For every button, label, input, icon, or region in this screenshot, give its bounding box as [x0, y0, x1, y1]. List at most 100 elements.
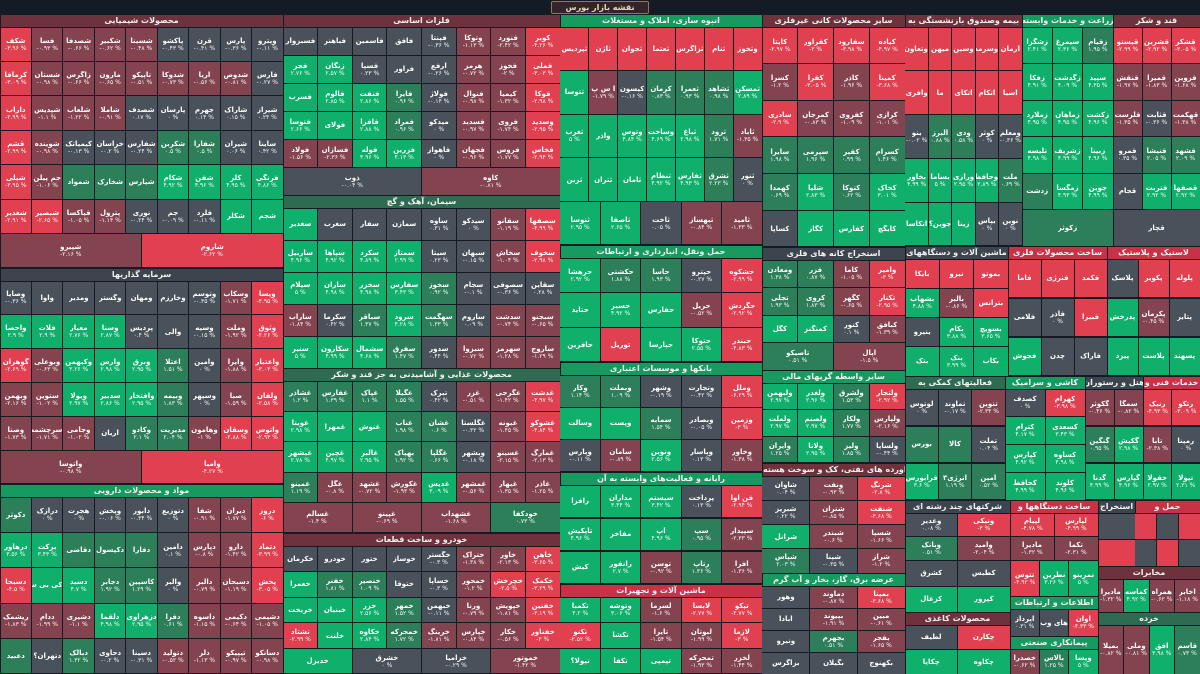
treemap-tile[interactable]: پترول -۱.۱۴ % — [94, 199, 126, 234]
treemap-tile[interactable]: گدنا ۴.۹۹ % — [1085, 463, 1114, 500]
treemap-tile[interactable]: تماوند -۰.۱۷ % — [938, 389, 972, 426]
treemap-tile[interactable]: پخش -۳.۰۵ % — [252, 568, 283, 603]
treemap-tile[interactable]: سدبیر ۲.۸۶ % — [94, 382, 126, 416]
treemap-tile[interactable]: خوساز — [387, 546, 421, 572]
treemap-tile[interactable]: فسا -۰.۹۳ % — [32, 27, 63, 61]
treemap-tile[interactable]: معیار ۲.۷۶ % — [63, 315, 94, 349]
treemap-tile[interactable]: ثنام — [704, 27, 733, 71]
treemap-tile[interactable]: بنیرو — [905, 318, 939, 347]
treemap-tile[interactable]: ثعتما — [647, 27, 675, 71]
treemap-tile[interactable]: کفرآور -۳ % — [798, 27, 833, 64]
treemap-tile[interactable]: وساخت ۴.۶۹ % — [647, 114, 675, 158]
treemap-tile[interactable]: وپاسار ۰.۱۳ % — [681, 440, 722, 472]
treemap-tile[interactable]: دسبد ۴.۷ % — [63, 568, 94, 603]
treemap-tile[interactable]: ثزاگرس — [675, 27, 704, 71]
treemap-tile[interactable]: تکشا — [600, 623, 641, 648]
treemap-tile[interactable]: قشکر -۳.۰۵ % — [1171, 27, 1200, 63]
treemap-tile[interactable]: شبریز ۰.۲۲ % — [762, 500, 810, 524]
treemap-tile[interactable]: خکار -۰.۵۶ % — [491, 623, 525, 648]
treemap-tile[interactable]: فاهواز ۰ % — [422, 139, 456, 167]
treemap-tile[interactable]: غمارگ -۲.۱۳ % — [525, 442, 560, 472]
treemap-tile[interactable]: شپیرو -۲.۱۶ % — [0, 234, 141, 268]
treemap-tile[interactable]: ثتوسا — [560, 71, 589, 114]
treemap-tile[interactable]: نوری -۰.۲۴ % — [126, 199, 157, 234]
treemap-tile[interactable]: چکاوه — [958, 650, 1010, 674]
treemap-tile[interactable]: واحصا ۲.۹ % — [0, 315, 31, 349]
treemap-tile[interactable]: وتجارت -۰.۴۲ % — [681, 375, 722, 407]
treemap-tile[interactable]: ثنوسا ۲.۹۵ % — [560, 201, 600, 245]
treemap-tile[interactable]: شستان -۰.۹۸ % — [32, 61, 63, 96]
treemap-tile[interactable]: وبانک ۰.۵۱ % — [905, 537, 957, 560]
treemap-tile[interactable]: وپسا ۵ % — [1069, 649, 1098, 674]
treemap-tile[interactable]: دفرا ۰.۶۱ % — [157, 603, 189, 639]
treemap-tile[interactable]: شلیا ۲.۸۳ % — [798, 174, 833, 210]
treemap-tile[interactable]: اتکاسا — [905, 202, 928, 246]
treemap-tile[interactable]: سمایه ۱.۵۴ % — [641, 407, 681, 440]
treemap-tile[interactable]: رتکو -۳.۰۹ % — [1172, 389, 1200, 426]
treemap-tile[interactable]: ارفع -۰.۲۶ % — [422, 55, 456, 83]
treemap-tile[interactable]: جوین؟ — [928, 202, 952, 246]
treemap-tile[interactable]: وامیا -۴.۲۷ % — [142, 450, 283, 484]
treemap-tile[interactable]: دیران -۱.۷۷ % — [220, 497, 252, 532]
treemap-tile[interactable]: ساوه ۰.۳۱ % — [422, 208, 456, 240]
treemap-tile[interactable]: سغدیر — [283, 208, 318, 240]
treemap-tile[interactable]: حسیر ۴.۹۲ % — [600, 293, 641, 327]
treemap-tile[interactable]: شخارک — [94, 165, 126, 199]
treemap-tile[interactable]: زشگزا ۲.۴۱ % — [1022, 27, 1052, 63]
treemap-tile[interactable]: تاپکیش ۴.۹۶ % — [560, 518, 600, 551]
treemap-tile[interactable]: تملت ۰.۰۴ % — [972, 426, 1005, 463]
treemap-tile[interactable]: پدرخش — [1107, 298, 1138, 337]
treemap-tile[interactable]: سهرمز -۱.۲۸ % — [491, 336, 525, 368]
treemap-tile[interactable]: غپاک ۱.۱ % — [352, 381, 387, 411]
treemap-tile[interactable]: فکمد — [1074, 259, 1107, 298]
treemap-tile[interactable]: تکمبا ۴.۲ % — [560, 597, 600, 623]
treemap-tile[interactable]: سپ ۰.۹۵ % — [681, 518, 722, 551]
treemap-tile[interactable]: دروز -۶ % — [252, 497, 283, 532]
treemap-tile[interactable]: جهرم ۰.۱۴ % — [189, 96, 220, 130]
treemap-tile[interactable]: دسینا -۰.۳۱ % — [126, 639, 157, 674]
treemap-tile[interactable]: بسویچ ۳.۶۵ % — [974, 318, 1008, 347]
treemap-tile[interactable]: فنرژی — [1041, 259, 1074, 298]
treemap-tile[interactable]: شرنگ -۲.۸ % — [857, 476, 905, 500]
treemap-tile[interactable]: وآوا — [32, 281, 63, 315]
treemap-tile[interactable]: لپیام -۴.۷۸ % — [1010, 513, 1054, 536]
treemap-tile[interactable]: جم پیلن -۱.۰۶ % — [32, 165, 63, 199]
treemap-tile[interactable]: ولملت ۲.۹۷ % — [762, 410, 798, 436]
treemap-tile[interactable]: کپرور — [958, 586, 1010, 612]
treemap-tile[interactable]: فجهان -۰.۹۶ % — [456, 139, 491, 167]
treemap-tile[interactable]: کزغال — [905, 586, 957, 612]
treemap-tile[interactable]: ثعمرا ۰.۹۳ % — [675, 71, 704, 114]
treemap-tile[interactable]: وثوق -۴.۲۶ % — [252, 315, 283, 349]
treemap-tile[interactable]: دحاوی -۰.۲ % — [94, 639, 126, 674]
treemap-tile[interactable]: سصوفی -۰.۳۶ % — [491, 272, 525, 304]
treemap-tile[interactable]: تجلی ۱.۹۳ % — [762, 288, 798, 315]
treemap-tile[interactable]: مفاخر — [600, 518, 641, 551]
treemap-tile[interactable]: والبر ۰ % — [157, 568, 189, 603]
treemap-tile[interactable]: کمنگنز — [798, 315, 833, 342]
treemap-tile[interactable]: ورازی ۲.۹۵ % — [952, 158, 975, 202]
treemap-tile[interactable]: وآذر — [589, 114, 618, 158]
treemap-tile[interactable]: مادیرا -۱.۳۲ % — [1010, 537, 1054, 560]
treemap-tile[interactable]: خلنت — [318, 623, 352, 648]
treemap-tile[interactable]: خموتور -۱.۴۲ % — [491, 648, 560, 674]
treemap-tile[interactable]: فسرب — [283, 83, 318, 111]
treemap-tile[interactable]: کگهر -۰.۶۵ % — [834, 288, 869, 315]
treemap-tile[interactable]: دسبحان -۱.۱۹ % — [220, 568, 252, 603]
treemap-tile[interactable]: دسانکو -۰.۹۸ % — [252, 639, 283, 674]
treemap-tile[interactable]: نطرین ۳.۲۶ % — [1039, 560, 1069, 596]
treemap-tile[interactable]: خزامیا -۰.۲۹ % — [422, 648, 491, 674]
treemap-tile[interactable]: غسینو -۲.۱۵ % — [491, 442, 525, 472]
treemap-tile[interactable]: زکشت ۴.۹۶ % — [1083, 100, 1113, 136]
treemap-tile[interactable]: وبشهر -۰.۱۸ % — [456, 442, 491, 472]
treemap-tile[interactable]: وسرمد — [975, 27, 999, 71]
treemap-tile[interactable]: نوین ۰ % — [999, 202, 1022, 246]
treemap-tile[interactable]: مدیریت ۲.۰۴ % — [157, 416, 189, 450]
treemap-tile[interactable]: ساروج -۱.۲۹ % — [525, 336, 560, 368]
treemap-tile[interactable]: لخزر -۱.۴۴ % — [722, 648, 762, 674]
treemap-tile[interactable]: قثابت -۰.۳۶ % — [1142, 100, 1171, 136]
treemap-tile[interactable]: خرینگ -۱.۸۱ % — [422, 623, 456, 648]
treemap-tile[interactable]: قجام — [1113, 173, 1142, 209]
treemap-tile[interactable]: سهگمت ۱.۳۳ % — [422, 304, 456, 336]
treemap-tile[interactable]: فافزا ۲.۸۸ % — [352, 111, 387, 139]
treemap-tile[interactable]: ثاخت ۰.۰۵ % — [641, 201, 681, 245]
